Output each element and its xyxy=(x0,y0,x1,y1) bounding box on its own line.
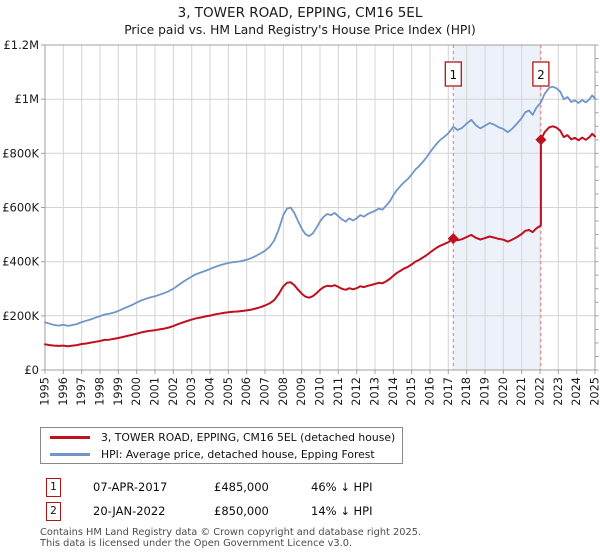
sale-point-1 xyxy=(447,233,459,245)
x-axis-label: 1997 xyxy=(75,377,88,406)
x-axis-label: 2007 xyxy=(259,377,272,406)
x-axis-label: 2019 xyxy=(479,377,492,406)
sale-flag-box-2 xyxy=(532,61,550,87)
x-axis-label: 2015 xyxy=(405,377,418,406)
property-line-swatch xyxy=(50,435,90,439)
sale-point-2 xyxy=(535,134,547,146)
property-line xyxy=(44,125,596,348)
table-row-sale-2: 2 20-JAN-2022 £850,000 14% ↓ HPI xyxy=(0,501,600,521)
x-axis-label: 2014 xyxy=(387,377,400,406)
x-axis-label: 2021 xyxy=(515,377,528,406)
x-axis-label: 2016 xyxy=(424,377,437,406)
x-axis-label: 1999 xyxy=(112,377,125,406)
x-axis-label: 2008 xyxy=(277,377,290,406)
y-axis-label: £1.2M xyxy=(3,38,39,52)
plot-border xyxy=(44,44,596,371)
sale-2-date: 20-JAN-2022 xyxy=(93,504,166,518)
page-subtitle: Price paid vs. HM Land Registry's House … xyxy=(124,23,476,37)
license-line-2: This data is licensed under the Open Gov… xyxy=(40,537,353,549)
x-axis-label: 2005 xyxy=(222,377,235,406)
sale-1-vs-hpi: 46% ↓ HPI xyxy=(311,480,373,494)
x-axis-label: 2022 xyxy=(534,377,547,406)
x-axis-label: 1995 xyxy=(39,377,52,406)
sale-flag-label-1: 1 xyxy=(449,68,457,82)
x-axis-label: 1996 xyxy=(57,377,70,406)
license-line-1: Contains HM Land Registry data © Crown c… xyxy=(40,527,422,538)
price-history-chart: £0 £200K £400K £600K £800K £1M £1.2M 1995 1996 19… xyxy=(2,38,600,406)
x-axis-label: 2004 xyxy=(204,377,217,406)
y-axis-label: £200K xyxy=(2,309,39,323)
sale-1-marker-badge: 1 xyxy=(46,478,61,497)
sale-2-vs-hpi: 14% ↓ HPI xyxy=(311,504,373,518)
sale-flag-label-2: 2 xyxy=(537,68,545,82)
x-axis-label: 2009 xyxy=(295,377,308,406)
x-axis-label: 2023 xyxy=(552,377,565,406)
x-axis-label: 2002 xyxy=(167,377,180,406)
x-axis-label: 2010 xyxy=(314,377,327,406)
x-axis-label: 2011 xyxy=(332,377,345,406)
x-axis-label: 2024 xyxy=(570,377,583,406)
sale-flag-box-1 xyxy=(444,61,462,87)
x-axis-label: 2000 xyxy=(130,377,143,406)
hpi-line xyxy=(44,85,596,327)
y-axis-label: £800K xyxy=(2,146,39,160)
sale-2-price: £850,000 xyxy=(214,504,269,518)
license-note: Contains HM Land Registry data © Crown c… xyxy=(40,527,422,549)
x-axis-label: 1998 xyxy=(94,377,107,406)
legend-label-hpi: HPI: Average price, detached house, Eppi… xyxy=(101,447,375,461)
table-row-sale-1: 1 07-APR-2017 £485,000 46% ↓ HPI xyxy=(0,477,600,497)
sale-1-date: 07-APR-2017 xyxy=(93,480,168,494)
x-axis-label: 2012 xyxy=(350,377,363,406)
legend-label-property: 3, TOWER ROAD, EPPING, CM16 5EL (detache… xyxy=(101,430,396,444)
y-axis-label: £400K xyxy=(2,255,39,269)
sale-2-marker-badge: 2 xyxy=(46,502,61,521)
x-axis-label: 2020 xyxy=(497,377,510,406)
chart-legend: 3, TOWER ROAD, EPPING, CM16 5EL (detache… xyxy=(40,427,403,464)
x-axis-label: 2013 xyxy=(369,377,382,406)
x-axis-label: 2018 xyxy=(460,377,473,406)
sale-1-price: £485,000 xyxy=(214,480,269,494)
x-axis-label: 2025 xyxy=(589,377,600,406)
y-axis-label: £0 xyxy=(24,363,39,377)
x-axis-label: 2001 xyxy=(149,377,162,406)
x-axis-label: 2017 xyxy=(442,377,455,406)
y-axis-label: £1M xyxy=(14,92,39,106)
legend-item-hpi: HPI: Average price, detached house, Eppi… xyxy=(50,448,402,461)
legend-item-property: 3, TOWER ROAD, EPPING, CM16 5EL (detache… xyxy=(50,431,402,444)
hpi-line-swatch xyxy=(50,452,90,456)
x-axis-label: 2006 xyxy=(240,377,253,406)
y-axis-label: £600K xyxy=(2,201,39,215)
page-title: 3, TOWER ROAD, EPPING, CM16 5EL xyxy=(177,5,423,21)
x-axis-label: 2003 xyxy=(185,377,198,406)
